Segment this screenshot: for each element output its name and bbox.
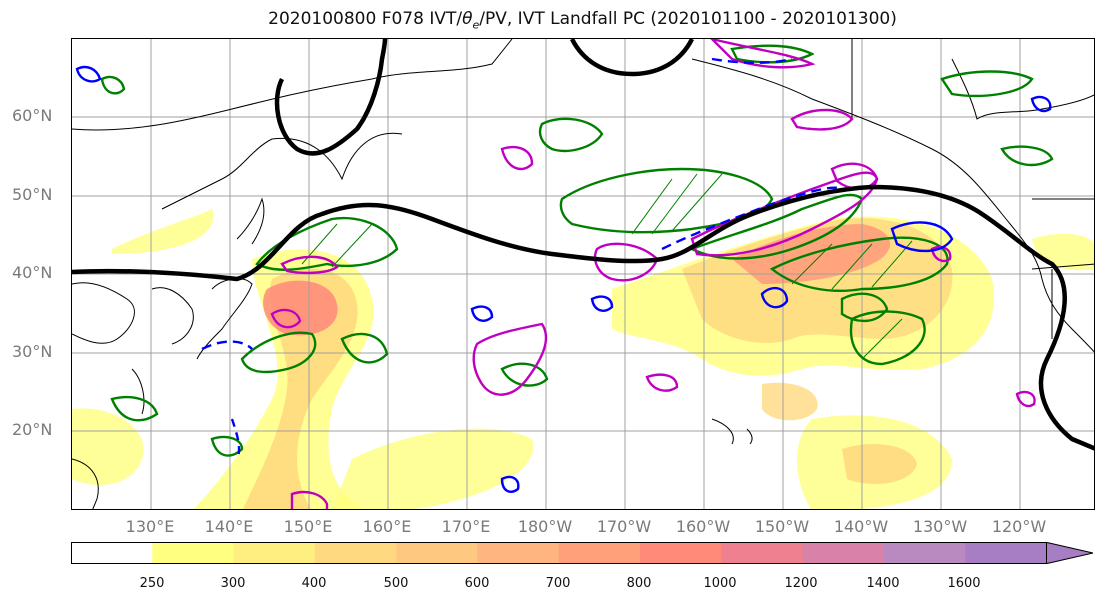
colorbar-segment	[721, 542, 804, 564]
lat-label-60n: 60°N	[12, 106, 53, 125]
lon-label-160e: 160°E	[362, 517, 412, 536]
ivt-colorbar	[71, 542, 1094, 564]
lon-label-130w: 130°W	[912, 517, 968, 536]
map-panel[interactable]	[71, 38, 1095, 510]
graticule	[72, 39, 1094, 509]
colorbar-segment	[71, 542, 153, 564]
lon-label-170w: 170°W	[596, 517, 652, 536]
colorbar-label-250: 250	[139, 576, 165, 591]
jet-contour	[72, 39, 1094, 451]
colorbar-segment	[558, 542, 641, 564]
lon-label-130e: 130°E	[125, 517, 175, 536]
colorbar-label-500: 500	[383, 576, 409, 591]
colorbar-label-700: 700	[545, 576, 571, 591]
colorbar-segment	[152, 542, 235, 564]
lon-label-150w: 150°W	[754, 517, 810, 536]
colorbar-label-1600: 1600	[947, 576, 981, 591]
lon-label-150e: 150°E	[283, 517, 333, 536]
pv-contours	[100, 44, 1054, 457]
map-title: 2020100800 F078 IVT/θe/PV, IVT Landfall …	[268, 9, 897, 32]
lon-label-170e: 170°E	[441, 517, 491, 536]
colorbar-segment	[477, 542, 560, 564]
colorbar-segment	[396, 542, 478, 564]
colorbar-segment	[965, 542, 1093, 564]
colorbar-segment	[314, 542, 397, 564]
colorbar-label-600: 600	[464, 576, 490, 591]
colorbar-label-800: 800	[626, 576, 652, 591]
colorbar-segment	[802, 542, 885, 564]
lon-label-140e: 140°E	[204, 517, 254, 536]
map-canvas	[72, 39, 1094, 509]
colorbar-segment	[884, 542, 966, 564]
colorbar-segment	[233, 542, 316, 564]
lat-label-50n: 50°N	[12, 185, 53, 204]
lon-label-140w: 140°W	[833, 517, 889, 536]
lon-label-120w: 120°W	[991, 517, 1047, 536]
lat-label-30n: 30°N	[12, 342, 53, 361]
colorbar-label-1000: 1000	[703, 576, 737, 591]
coastlines	[72, 39, 1094, 509]
colorbar-label-300: 300	[220, 576, 246, 591]
lat-label-20n: 20°N	[12, 420, 53, 439]
lon-label-160w: 160°W	[675, 517, 731, 536]
colorbar-segment	[640, 542, 722, 564]
colorbar-label-400: 400	[301, 576, 327, 591]
colorbar-label-1200: 1200	[784, 576, 818, 591]
lon-label-180w: 180°W	[517, 517, 573, 536]
colorbar-label-1400: 1400	[866, 576, 900, 591]
theta-contours	[75, 57, 1052, 493]
lat-label-40n: 40°N	[12, 263, 53, 282]
ivt-shading	[72, 209, 1094, 509]
